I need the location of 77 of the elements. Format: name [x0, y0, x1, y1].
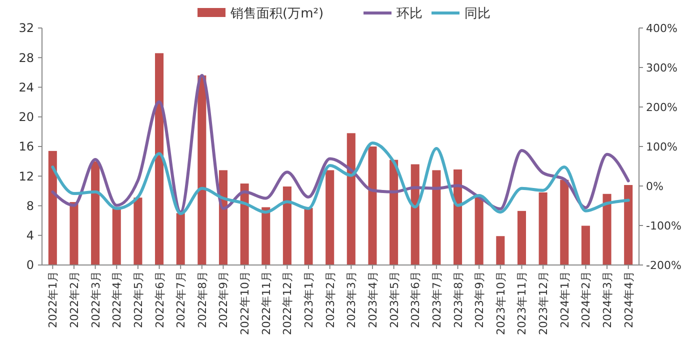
y2-tick-label: 200% — [646, 100, 678, 114]
x-tick-label: 2022年8月 — [196, 271, 209, 328]
bar — [538, 192, 548, 265]
x-tick-label: 2023年6月 — [409, 271, 422, 328]
y-tick-label: 28 — [18, 50, 34, 65]
x-tick-label: 2023年10月 — [494, 271, 508, 335]
x-tick-label: 2022年5月 — [132, 271, 145, 328]
line-series — [51, 141, 630, 216]
bar — [176, 213, 185, 265]
y2-tick-label: 300% — [646, 61, 678, 74]
bar — [517, 210, 526, 265]
x-tick-label: 2022年12月 — [281, 271, 294, 335]
y-tick-label: 32 — [18, 21, 34, 36]
x-tick-label: 2024年1月 — [558, 271, 572, 328]
y2-tick-label: 100% — [646, 140, 678, 154]
y-tick-label: 24 — [18, 80, 34, 94]
x-tick-label: 2022年11月 — [260, 271, 273, 335]
y-tick-label: 0 — [26, 258, 34, 272]
bar — [560, 180, 569, 265]
bar — [240, 184, 249, 265]
y-tick-label: 16 — [18, 140, 34, 154]
bar — [70, 202, 78, 265]
x-tick-label: 2023年7月 — [430, 271, 444, 328]
x-tick-label: 2022年3月 — [89, 271, 102, 328]
x-tick-label: 2023年9月 — [473, 271, 486, 328]
x-tick-label: 2022年7月 — [174, 271, 188, 328]
bar — [91, 161, 100, 265]
bar — [282, 186, 292, 265]
x-tick-label: 2023年11月 — [516, 271, 529, 335]
bar — [326, 170, 334, 265]
y2-tick-label: 0% — [646, 180, 664, 193]
y-tick-label: 4 — [26, 228, 34, 243]
bar — [346, 133, 356, 265]
y2-tick-label: 400% — [646, 22, 678, 35]
x-tick-label: 2023年4月 — [366, 271, 380, 328]
y-tick-label: 12 — [18, 169, 34, 184]
bar — [134, 198, 142, 265]
bar — [496, 236, 505, 265]
x-tick-label: 2023年3月 — [345, 271, 358, 328]
x-tick-label: 2023年8月 — [452, 271, 465, 328]
bar — [602, 194, 612, 265]
bar — [198, 75, 206, 265]
x-tick-label: 2022年10月 — [238, 271, 252, 335]
bar — [432, 170, 441, 265]
x-tick-label: 2023年5月 — [388, 271, 401, 328]
legend-label: 环比 — [396, 6, 422, 22]
bar — [474, 195, 484, 265]
x-tick-label: 2024年3月 — [601, 271, 614, 328]
y-tick-label: 8 — [26, 198, 34, 213]
bar — [410, 164, 420, 265]
x-tick-label: 2023年2月 — [324, 271, 337, 328]
bar — [48, 150, 57, 265]
line-series — [51, 74, 630, 214]
x-tick-label: 2022年4月 — [110, 271, 124, 328]
bar — [262, 207, 270, 265]
legend-label: 销售面积(万m²) — [230, 6, 324, 22]
bar — [624, 185, 633, 265]
bar — [112, 208, 121, 265]
x-tick-label: 2022年6月 — [153, 271, 166, 328]
x-tick-label: 2022年2月 — [68, 271, 81, 328]
bar — [304, 208, 313, 265]
bar — [390, 160, 398, 265]
x-tick-label: 2022年1月 — [46, 271, 60, 328]
y-tick-label: 20 — [18, 110, 34, 124]
x-tick-label: 2023年12月 — [537, 271, 550, 335]
bar — [368, 146, 377, 265]
x-tick-label: 2024年4月 — [622, 271, 636, 328]
x-tick-label: 2022年9月 — [217, 271, 230, 328]
y2-tick-label: -200% — [646, 258, 682, 272]
bar — [155, 53, 164, 265]
x-tick-label: 2023年1月 — [302, 271, 316, 328]
bar — [218, 170, 228, 265]
legend-label: 同比 — [464, 6, 490, 22]
y2-tick-label: -100% — [646, 219, 682, 232]
bar — [454, 169, 462, 265]
bar — [581, 226, 590, 265]
x-tick-label: 2024年2月 — [580, 271, 593, 328]
